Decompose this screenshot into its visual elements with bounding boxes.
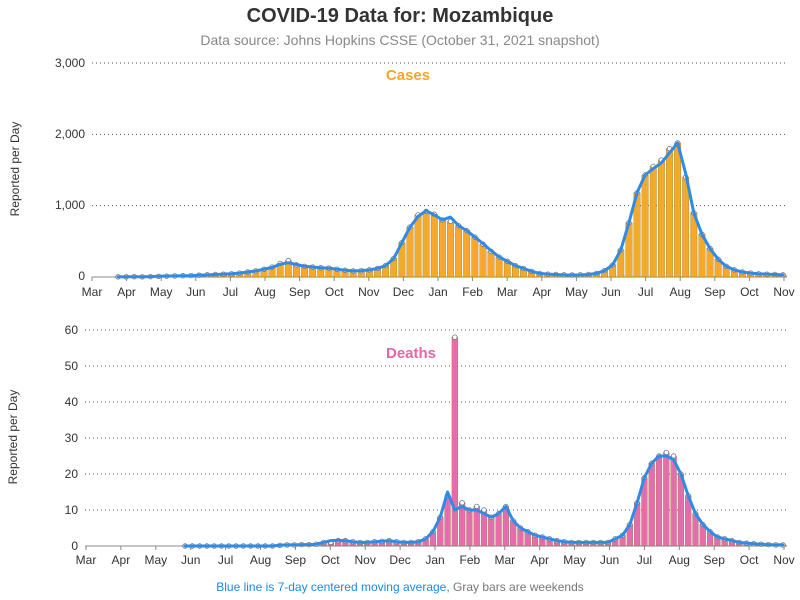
- cases-panel-title: Cases: [386, 67, 430, 84]
- deaths-x-tick-may: May: [144, 553, 167, 567]
- chart-footnote: Blue line is 7-day centered moving avera…: [0, 580, 800, 594]
- deaths-x-tick-jan: Jan: [425, 553, 444, 567]
- cases-y-tick-3000: 3,000: [55, 56, 85, 70]
- deaths-x-tick-mar: Mar: [76, 553, 97, 567]
- cases-x-tick-oct: Oct: [740, 285, 759, 299]
- deaths-point: [474, 503, 480, 510]
- deaths-point: [452, 334, 458, 340]
- deaths-y-tick-0: 0: [71, 539, 78, 553]
- cases-x-tick-nov: Nov: [358, 285, 379, 299]
- page-subtitle: Data source: Johns Hopkins CSSE (October…: [200, 32, 600, 48]
- deaths-x-tick-jul: Jul: [637, 553, 652, 567]
- deaths-y-tick-40: 40: [65, 395, 79, 409]
- deaths-point: [459, 500, 465, 506]
- deaths-x-tick-sep: Sep: [285, 553, 307, 567]
- deaths-y-tick-60: 60: [65, 323, 79, 337]
- page-title: COVID-19 Data for: Mozambique: [246, 5, 554, 27]
- cases-moving-average-line: [116, 141, 785, 279]
- cases-x-tick-jul: Jul: [223, 285, 238, 299]
- deaths-y-tick-10: 10: [65, 503, 79, 517]
- deaths-x-tick-aug: Aug: [669, 553, 690, 567]
- deaths-x-tick-apr: Apr: [530, 553, 549, 567]
- cases-x-tick-apr: Apr: [117, 285, 136, 299]
- deaths-panel: Reported per Day Deaths 60 50 40 30 20 1…: [6, 323, 795, 567]
- cases-x-tick-mar: Mar: [82, 285, 103, 299]
- cases-y-tick-1000: 1,000: [55, 198, 85, 212]
- deaths-y-tick-20: 20: [65, 467, 79, 481]
- deaths-x-tick-oct: Oct: [321, 553, 340, 567]
- cases-x-tick-feb: Feb: [462, 285, 483, 299]
- cases-x-tick-dec: Dec: [393, 285, 414, 299]
- cases-x-tick-jun: Jun: [186, 285, 205, 299]
- deaths-x-tick-apr: Apr: [112, 553, 131, 567]
- deaths-x-tick-jun: Jun: [600, 553, 619, 567]
- deaths-x-tick-oct: Oct: [740, 553, 759, 567]
- cases-x-tick-oct: Oct: [325, 285, 344, 299]
- deaths-x-tick-may: May: [563, 553, 586, 567]
- deaths-x-tick-aug: Aug: [250, 553, 271, 567]
- deaths-y-axis-label: Reported per Day: [6, 390, 20, 485]
- deaths-y-tick-50: 50: [65, 359, 79, 373]
- cases-x-tick-sep: Sep: [704, 285, 726, 299]
- cases-y-tick-0: 0: [78, 269, 85, 283]
- cases-x-tick-mar: Mar: [497, 285, 518, 299]
- cases-x-tick-aug: Aug: [254, 285, 275, 299]
- footnote-average: Blue line is 7-day centered moving avera…: [216, 580, 450, 594]
- footnote-weekends: Gray bars are weekends: [453, 580, 584, 594]
- cases-x-tick-apr: Apr: [532, 285, 551, 299]
- cases-panel: Reported per Day Cases 3,000 2,000 1,000…: [8, 56, 795, 299]
- deaths-x-tick-nov: Nov: [773, 553, 794, 567]
- cases-x-tick-may: May: [565, 285, 588, 299]
- deaths-moving-average-line: [183, 454, 785, 548]
- deaths-x-tick-nov: Nov: [355, 553, 376, 567]
- deaths-panel-title: Deaths: [386, 345, 436, 362]
- deaths-point: [663, 449, 670, 456]
- deaths-x-tick-jul: Jul: [218, 553, 233, 567]
- cases-x-tick-sep: Sep: [289, 285, 311, 299]
- cases-y-tick-2000: 2,000: [55, 127, 85, 141]
- cases-x-tick-jul: Jul: [638, 285, 653, 299]
- cases-x-tick-nov: Nov: [773, 285, 794, 299]
- deaths-x-tick-sep: Sep: [704, 553, 726, 567]
- deaths-y-tick-30: 30: [65, 431, 79, 445]
- deaths-x-tick-feb: Feb: [460, 553, 481, 567]
- cases-y-axis-label: Reported per Day: [8, 122, 22, 217]
- deaths-x-tick-dec: Dec: [389, 553, 410, 567]
- cases-x-tick-may: May: [150, 285, 173, 299]
- deaths-x-tick-mar: Mar: [494, 553, 515, 567]
- cases-x-tick-aug: Aug: [670, 285, 691, 299]
- cases-x-tick-jun: Jun: [601, 285, 620, 299]
- deaths-x-tick-jun: Jun: [181, 553, 200, 567]
- cases-x-tick-jan: Jan: [428, 285, 447, 299]
